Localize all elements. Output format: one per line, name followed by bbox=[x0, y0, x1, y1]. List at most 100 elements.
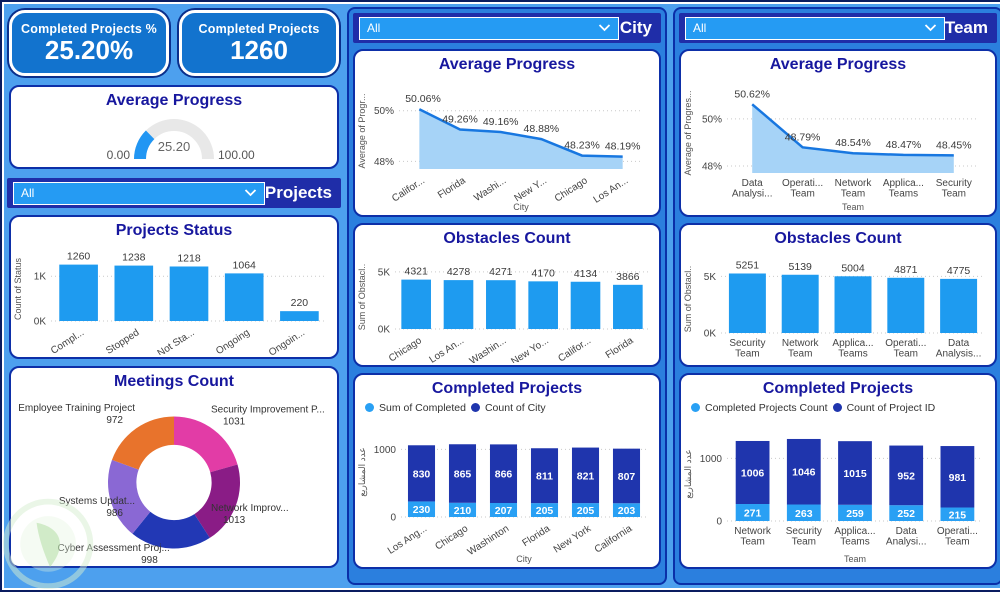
city-average-progress-area-chart[interactable]: 48% 50% Average of Progr... City Califor... F… bbox=[355, 75, 659, 213]
svg-text:48.47%: 48.47% bbox=[886, 139, 922, 151]
svg-text:City: City bbox=[513, 202, 529, 212]
svg-text:0K: 0K bbox=[34, 317, 47, 328]
legend-dot-light bbox=[365, 403, 374, 412]
svg-text:50%: 50% bbox=[702, 114, 722, 125]
city-filter-dropdown[interactable]: All bbox=[359, 16, 619, 40]
kpi-row: Completed Projects % 25.20% Completed Pr… bbox=[9, 10, 339, 76]
svg-text:48%: 48% bbox=[702, 161, 722, 172]
section-title: Projects bbox=[264, 183, 332, 202]
svg-text:866: 866 bbox=[495, 469, 513, 481]
svg-text:48.19%: 48.19% bbox=[605, 141, 641, 153]
svg-text:49.16%: 49.16% bbox=[483, 116, 519, 128]
svg-text:4321: 4321 bbox=[404, 266, 428, 278]
svg-text:48.45%: 48.45% bbox=[936, 139, 972, 151]
svg-text:Sum of Obstacl..: Sum of Obstacl.. bbox=[357, 264, 367, 331]
svg-text:Operati...Team: Operati... Team bbox=[782, 178, 823, 200]
svg-text:Califor...: Califor... bbox=[556, 335, 593, 363]
chart-title: Obstacles Count bbox=[774, 230, 902, 247]
svg-text:205: 205 bbox=[536, 505, 554, 517]
legend-dot-dark bbox=[832, 403, 842, 412]
section-title: City bbox=[619, 18, 652, 37]
svg-text:New Y...: New Y... bbox=[513, 175, 549, 204]
team-obstacles-bar-chart[interactable]: 0K 5K Sum of Obstacl.. Security Team Network T… bbox=[681, 249, 995, 363]
legend-label: Sum of Completed bbox=[379, 401, 466, 414]
svg-text:California: California bbox=[593, 523, 635, 555]
projects-filter-dropdown[interactable]: All bbox=[13, 181, 265, 205]
svg-text:Security Improvement P...: Security Improvement P... bbox=[211, 405, 325, 416]
city-completed-projects-card: Completed Projects Sum of Completed Coun… bbox=[353, 373, 661, 569]
team-completed-stacked-bar-chart[interactable]: 0 1000 عدد المشاريع Team Network Team Security… bbox=[681, 415, 995, 565]
gauge-title: Average Progress bbox=[105, 92, 243, 109]
svg-text:5139: 5139 bbox=[789, 261, 813, 273]
svg-text:48.54%: 48.54% bbox=[835, 137, 871, 149]
team-average-progress-card: Average Progress 48% 50% Average of Progre… bbox=[679, 49, 997, 217]
kpi-title: Completed Projects % bbox=[21, 22, 157, 36]
svg-text:New Yo...: New Yo... bbox=[509, 335, 550, 363]
city-completed-stacked-bar-chart[interactable]: 0 1000 عدد المشاريع City Los Ang... ChicagoWa… bbox=[355, 415, 659, 565]
svg-text:عدد المشاريع: عدد المشاريع bbox=[357, 447, 368, 496]
legend-label: Completed Projects Count bbox=[705, 401, 828, 414]
svg-text:1238: 1238 bbox=[122, 252, 146, 264]
svg-text:Washin...: Washin... bbox=[468, 335, 509, 363]
svg-text:220: 220 bbox=[291, 297, 309, 309]
svg-text:821: 821 bbox=[577, 470, 595, 482]
kpi-completed-count-card: Completed Projects 1260 bbox=[179, 10, 339, 76]
svg-text:عدد المشاريع: عدد المشاريع bbox=[683, 449, 694, 498]
svg-text:1006: 1006 bbox=[741, 467, 765, 479]
svg-text:0K: 0K bbox=[704, 329, 717, 340]
progress-gauge: 0.00 25.20 100.00 bbox=[107, 119, 255, 162]
svg-text:Average of Progr...: Average of Progr... bbox=[357, 94, 367, 169]
svg-text:259: 259 bbox=[846, 508, 864, 520]
kpi-value: 25.20% bbox=[44, 35, 134, 65]
svg-text:Ongoin...: Ongoin... bbox=[267, 327, 307, 355]
svg-text:4775: 4775 bbox=[947, 265, 971, 277]
svg-text:1218: 1218 bbox=[177, 252, 201, 264]
svg-text:Los An...: Los An... bbox=[428, 335, 467, 363]
chevron-down-icon bbox=[244, 189, 257, 197]
svg-text:5251: 5251 bbox=[736, 259, 760, 271]
legend-dot-dark bbox=[470, 403, 480, 412]
legend: Completed Projects Count Count of Projec… bbox=[681, 399, 995, 415]
svg-text:1000: 1000 bbox=[700, 454, 723, 465]
svg-text:5K: 5K bbox=[704, 272, 717, 283]
city-column: All City Average Progress 48% 50% Average … bbox=[347, 7, 667, 585]
svg-text:Washi...: Washi... bbox=[472, 175, 508, 204]
svg-text:4170: 4170 bbox=[531, 267, 555, 279]
city-obstacles-bar-chart[interactable]: 0K 5K Sum of Obstacl.. Chicago Los An... Wash… bbox=[355, 249, 659, 363]
svg-text:25.20: 25.20 bbox=[158, 139, 191, 154]
legend-label: Count of City bbox=[484, 401, 546, 414]
svg-text:Average of Progres...: Average of Progres... bbox=[683, 91, 693, 176]
chart-title: Completed Projects bbox=[762, 380, 914, 397]
team-filter-dropdown[interactable]: All bbox=[685, 16, 945, 40]
team-obstacles-card: Obstacles Count 0K 5K Sum of Obstacl.. Secu… bbox=[679, 223, 997, 367]
team-average-progress-area-chart[interactable]: 48% 50% Average of Progres... Team Data Analy… bbox=[681, 75, 995, 213]
svg-text:Employee Training Project: Employee Training Project bbox=[18, 403, 135, 414]
svg-text:1015: 1015 bbox=[843, 468, 867, 480]
svg-text:Florida: Florida bbox=[436, 175, 468, 201]
svg-text:50.06%: 50.06% bbox=[405, 93, 441, 105]
svg-text:205: 205 bbox=[577, 505, 595, 517]
projects-status-bar-chart[interactable]: 0K 1K Count of Status Compl... Stopped Not St… bbox=[11, 241, 337, 355]
chart-title: Average Progress bbox=[438, 56, 576, 73]
svg-text:Applica...Teams: Applica... Teams bbox=[883, 178, 924, 200]
projects-status-card: Projects Status 0K 1K Count of Status Compl… bbox=[9, 215, 339, 359]
svg-text:Chicago: Chicago bbox=[387, 335, 424, 363]
svg-text:830: 830 bbox=[413, 468, 431, 480]
svg-text:5K: 5K bbox=[378, 267, 391, 278]
svg-text:0: 0 bbox=[390, 513, 396, 524]
svg-text:3866: 3866 bbox=[616, 271, 640, 283]
meetings-count-donut-chart[interactable]: Security Improvement P...1031 Network Imp… bbox=[11, 392, 337, 566]
svg-text:865: 865 bbox=[454, 469, 472, 481]
svg-text:807: 807 bbox=[618, 471, 636, 483]
svg-text:Florida: Florida bbox=[520, 523, 552, 549]
kpi-value: 1260 bbox=[230, 35, 288, 65]
svg-text:50.62%: 50.62% bbox=[734, 88, 770, 100]
svg-text:Los An...: Los An... bbox=[592, 175, 631, 205]
svg-text:210: 210 bbox=[454, 505, 472, 517]
